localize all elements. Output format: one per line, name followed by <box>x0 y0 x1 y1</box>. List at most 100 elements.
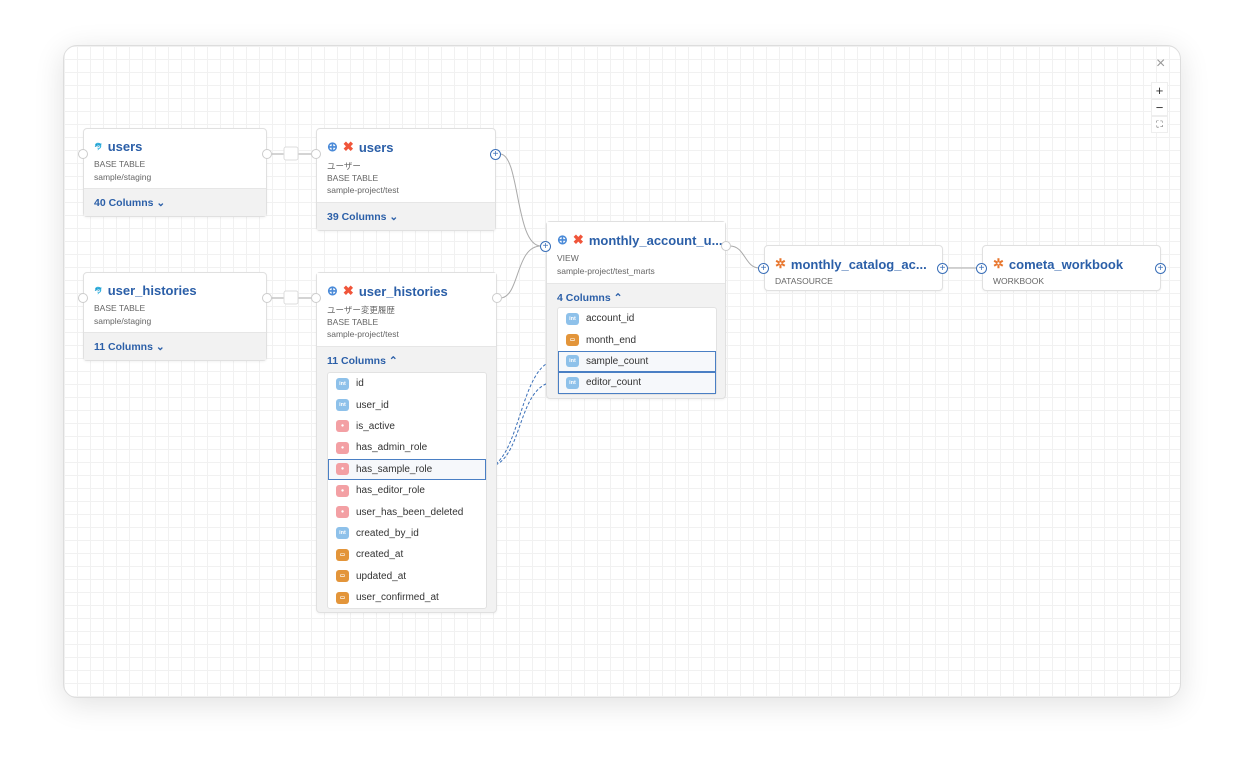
port[interactable] <box>721 241 731 251</box>
node-title: users <box>107 139 143 154</box>
column-name: updated_at <box>356 570 407 582</box>
columns-toggle[interactable]: 11 Columns ⌃ <box>327 355 398 367</box>
column-name: month_end <box>586 334 637 346</box>
node-type: VIEW <box>557 253 579 263</box>
node-users-source[interactable]: 🐬 users BASE TABLE sample/staging 40 Colu… <box>83 128 267 217</box>
port[interactable] <box>78 149 88 159</box>
node-user-histories-source[interactable]: 🐬 user_histories BASE TABLE sample/stagin… <box>83 272 267 361</box>
dbt-icon: ✖ <box>342 139 354 154</box>
column-name: has_admin_role <box>356 442 428 454</box>
node-type: BASE TABLE <box>327 173 379 183</box>
int-type-icon: int <box>566 355 579 368</box>
column-edge-editor <box>485 381 557 468</box>
date-type-icon: ▭ <box>336 591 349 604</box>
column-row[interactable]: ● has_sample_role <box>328 458 486 480</box>
int-type-icon: int <box>336 399 349 412</box>
column-row[interactable]: ● user_has_been_deleted <box>328 501 486 522</box>
int-type-icon: int <box>566 376 579 389</box>
expand-plus-icon[interactable]: + <box>758 263 769 274</box>
mysql-icon: 🐬 <box>94 287 103 295</box>
columns-toggle[interactable]: 11 Columns ⌄ <box>84 332 266 360</box>
columns-toggle[interactable]: 39 Columns ⌄ <box>317 202 495 230</box>
node-cometa-workbook[interactable]: ✲ cometa_workbook WORKBOOK <box>982 245 1161 291</box>
column-list: int account_id ▭ month_end int sample_count in… <box>557 307 717 395</box>
column-row[interactable]: int id <box>328 373 486 394</box>
bool-type-icon: ● <box>336 484 349 497</box>
link-icon <box>283 146 299 161</box>
node-path: sample/staging <box>94 172 152 182</box>
column-name: sample_count <box>586 355 649 367</box>
int-type-icon: int <box>336 377 349 390</box>
column-row[interactable]: int editor_count <box>558 372 716 394</box>
search-icon[interactable]: ⊕ <box>557 232 568 247</box>
port[interactable] <box>311 293 321 303</box>
mysql-icon: 🐬 <box>94 143 103 151</box>
columns-toggle[interactable]: 4 Columns ⌃ <box>557 292 623 304</box>
column-row[interactable]: ▭ updated_at <box>328 566 486 587</box>
edge-hist-monthly <box>499 245 542 299</box>
node-path: sample-project/test_marts <box>557 266 655 276</box>
column-name: editor_count <box>586 377 642 389</box>
close-button[interactable]: × <box>1156 55 1166 72</box>
edge-monthly-catalog <box>729 245 760 269</box>
expand-plus-icon[interactable]: + <box>937 263 948 274</box>
int-type-icon: int <box>336 527 349 540</box>
edge-users-monthly <box>499 153 542 247</box>
column-row[interactable]: ● has_editor_role <box>328 480 486 501</box>
node-title: user_histories <box>358 283 448 299</box>
column-row[interactable]: ▭ created_at <box>328 544 486 565</box>
node-description: ユーザー変更履歴 <box>327 305 395 315</box>
port[interactable] <box>311 149 321 159</box>
expand-plus-icon[interactable]: + <box>1155 263 1166 274</box>
node-type: BASE TABLE <box>94 303 146 313</box>
column-name: has_sample_role <box>356 463 433 475</box>
column-row[interactable]: int created_by_id <box>328 523 486 544</box>
column-name: has_editor_role <box>356 485 425 497</box>
node-title: cometa_workbook <box>1008 256 1124 272</box>
column-name: created_at <box>356 549 404 561</box>
zoom-out-button[interactable]: − <box>1151 99 1168 116</box>
bool-type-icon: ● <box>336 506 349 519</box>
column-row[interactable]: int sample_count <box>558 350 716 373</box>
node-type: BASE TABLE <box>327 317 379 327</box>
column-name: is_active <box>356 420 395 432</box>
column-name: id <box>356 378 364 390</box>
column-row[interactable]: ● has_admin_role <box>328 437 486 458</box>
search-icon[interactable]: ⊕ <box>327 139 338 154</box>
date-type-icon: ▭ <box>336 570 349 583</box>
bool-type-icon: ● <box>336 463 349 476</box>
node-type: WORKBOOK <box>993 276 1045 286</box>
node-path: sample-project/test <box>327 329 399 339</box>
node-title: user_histories <box>107 283 197 298</box>
node-monthly-account[interactable]: ⊕ ✖ monthly_account_u... VIEW sample-proje… <box>546 221 726 399</box>
column-name: created_by_id <box>356 527 419 539</box>
column-row[interactable]: ▭ user_confirmed_at <box>328 587 486 608</box>
dbt-icon: ✖ <box>342 283 354 298</box>
node-path: sample/staging <box>94 316 152 326</box>
column-row[interactable]: ● is_active <box>328 416 486 437</box>
port[interactable] <box>262 293 272 303</box>
link-icon <box>283 290 299 305</box>
node-users-dbt[interactable]: ⊕ ✖ users ユーザー BASE TABLE sample-project/t… <box>316 128 496 231</box>
zoom-in-button[interactable]: + <box>1151 82 1168 99</box>
port[interactable] <box>262 149 272 159</box>
node-path: sample-project/test <box>327 185 399 195</box>
expand-plus-icon[interactable]: + <box>490 149 501 160</box>
node-title: monthly_account_u... <box>588 232 723 248</box>
column-row[interactable]: int user_id <box>328 394 486 415</box>
node-user-histories-dbt[interactable]: ⊕ ✖ user_histories ユーザー変更履歴 BASE TABLE sam… <box>316 272 497 613</box>
node-type: DATASOURCE <box>775 276 833 286</box>
port[interactable] <box>492 293 502 303</box>
fit-view-button[interactable]: ⛶ <box>1151 116 1168 133</box>
port[interactable] <box>78 293 88 303</box>
int-type-icon: int <box>566 312 579 325</box>
search-icon[interactable]: ⊕ <box>327 283 338 298</box>
column-row[interactable]: ▭ month_end <box>558 329 716 350</box>
node-monthly-catalog[interactable]: ✲ monthly_catalog_ac... DATASOURCE <box>764 245 943 291</box>
column-row[interactable]: int account_id <box>558 308 716 329</box>
node-title: monthly_catalog_ac... <box>790 256 927 272</box>
bool-type-icon: ● <box>336 420 349 433</box>
expand-plus-icon[interactable]: + <box>976 263 987 274</box>
expand-plus-icon[interactable]: + <box>540 241 551 252</box>
columns-toggle[interactable]: 40 Columns ⌄ <box>84 188 266 216</box>
